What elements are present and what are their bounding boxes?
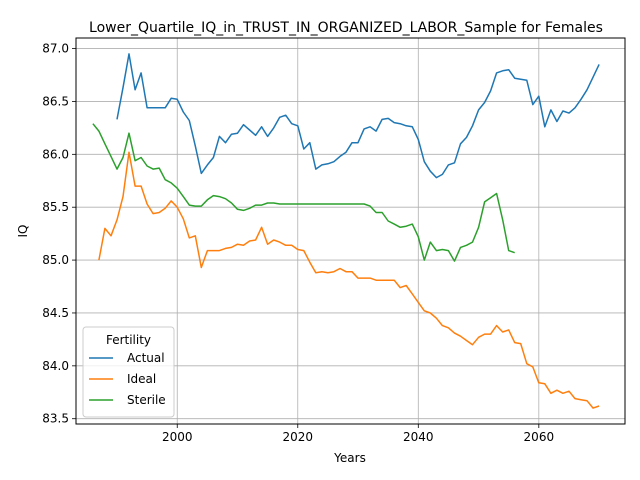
y-tick-label: 83.5 <box>42 412 69 426</box>
x-tick-label: 2060 <box>524 430 555 444</box>
y-tick-label: 87.0 <box>42 42 69 56</box>
legend-label-sterile: Sterile <box>127 393 166 407</box>
x-tick-label: 2020 <box>282 430 313 444</box>
y-tick-label: 85.5 <box>42 200 69 214</box>
y-tick-label: 84.5 <box>42 306 69 320</box>
x-tick-label: 2000 <box>162 430 193 444</box>
series-line-ideal <box>98 151 600 409</box>
chart-title: Lower_Quartile_IQ_in_TRUST_IN_ORGANIZED_… <box>89 20 603 36</box>
legend: Fertility Actual Ideal Sterile <box>82 326 175 418</box>
y-axis: 83.5 84.0 84.5 85.0 85.5 86.0 86.5 87.0 <box>42 42 76 426</box>
y-tick-label: 85.0 <box>42 253 69 267</box>
legend-label-ideal: Ideal <box>127 372 156 386</box>
legend-title: Fertility <box>106 333 151 347</box>
series-line-actual <box>116 53 600 179</box>
y-tick-label: 86.0 <box>42 147 69 161</box>
y-axis-label: IQ <box>16 225 30 238</box>
x-axis: 2000 2020 2040 2060 <box>162 424 554 444</box>
series-line-sterile <box>92 123 515 262</box>
y-tick-label: 84.0 <box>42 359 69 373</box>
legend-label-actual: Actual <box>127 351 165 365</box>
legend-box <box>82 326 175 418</box>
x-tick-label: 2040 <box>403 430 434 444</box>
gridlines <box>76 38 625 424</box>
series-lines <box>92 53 600 409</box>
plot-area <box>75 37 626 425</box>
y-tick-label: 86.5 <box>42 94 69 108</box>
x-axis-label: Years <box>333 451 366 465</box>
